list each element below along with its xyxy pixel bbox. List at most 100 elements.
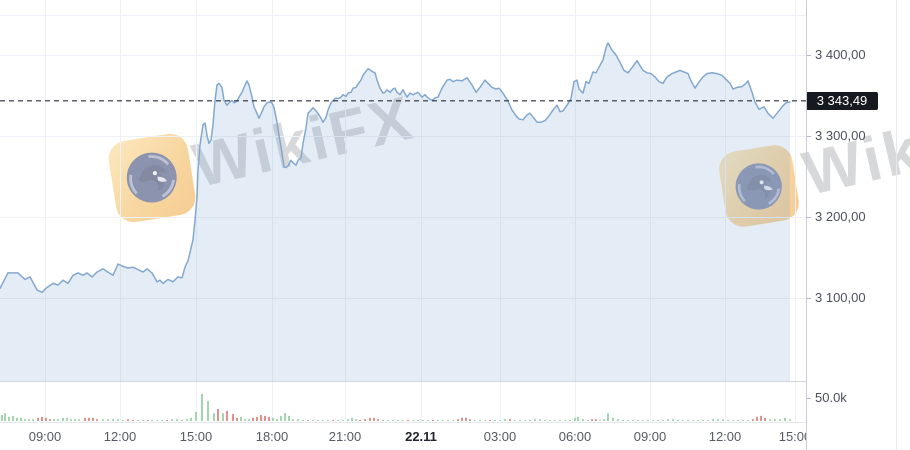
volume-bar xyxy=(732,420,734,421)
price-tick xyxy=(806,136,811,137)
volume-bar xyxy=(529,420,531,421)
volume-bar xyxy=(20,417,22,421)
volume-bar xyxy=(1,415,3,421)
volume-bar xyxy=(672,419,674,421)
volume-bar xyxy=(288,415,290,421)
time-label: 09:00 xyxy=(633,429,667,444)
volume-bar xyxy=(244,419,246,421)
volume-bar xyxy=(337,420,339,421)
volume-bar xyxy=(697,420,699,421)
volume-bar xyxy=(417,420,419,421)
volume-bar xyxy=(494,420,496,421)
volume-bar xyxy=(591,419,593,421)
volume-bar xyxy=(156,420,158,421)
volume-bar xyxy=(213,413,215,421)
volume-bar xyxy=(92,417,94,421)
price-scale[interactable]: 3 400,00 3 300,00 3 200,00 3 100,00 50.0k 3 3… xyxy=(806,0,910,450)
volume-bar xyxy=(207,401,209,421)
volume-bar xyxy=(587,420,589,421)
volume-bar xyxy=(284,413,286,421)
volume-bar xyxy=(62,417,64,421)
volume-bar xyxy=(632,420,634,421)
volume-bar xyxy=(657,420,659,421)
volume-bar xyxy=(712,419,714,421)
volume-bar xyxy=(78,419,80,421)
volume-bar xyxy=(297,419,299,421)
volume-bar xyxy=(161,420,163,421)
volume-bar xyxy=(292,419,294,421)
time-label: 12:00 xyxy=(708,429,742,444)
volume-bar xyxy=(217,409,219,421)
volume-bar xyxy=(96,419,98,421)
volume-bar xyxy=(151,420,153,421)
volume-bar xyxy=(127,419,129,421)
volume-bar xyxy=(327,420,329,421)
price-area-chart[interactable] xyxy=(0,0,806,450)
volume-bar xyxy=(756,416,758,421)
time-label: 18:00 xyxy=(255,429,289,444)
volume-bar xyxy=(16,417,18,421)
volume-bar xyxy=(45,417,47,421)
volume-bar xyxy=(707,420,709,421)
volume-bar xyxy=(549,420,551,421)
volume-bar xyxy=(647,420,649,421)
volume-bar xyxy=(447,420,449,421)
wikifx-logo xyxy=(716,142,802,230)
volume-bar xyxy=(268,416,270,421)
volume-bar xyxy=(752,419,754,421)
volume-bar xyxy=(427,420,429,421)
volume-bar xyxy=(702,420,704,421)
wikifx-logo xyxy=(106,131,198,225)
volume-bar xyxy=(682,420,684,421)
volume-bar xyxy=(342,420,344,421)
time-label: 03:00 xyxy=(483,429,517,444)
volume-bar xyxy=(351,417,353,421)
volume-bar xyxy=(32,419,34,421)
volume-bar xyxy=(514,420,516,421)
volume-bar xyxy=(252,417,254,421)
volume-bar xyxy=(112,419,114,421)
volume-bar xyxy=(53,419,55,421)
volume-bar xyxy=(727,420,729,421)
volume-bar xyxy=(359,420,361,421)
volume-bar xyxy=(226,410,228,421)
volume-bar xyxy=(559,420,561,421)
volume-bar xyxy=(569,420,571,421)
price-line xyxy=(0,42,791,294)
time-label: 09:00 xyxy=(28,429,62,444)
volume-bar xyxy=(534,419,536,421)
volume-bar xyxy=(687,420,689,421)
volume-bar xyxy=(84,417,86,421)
volume-bar xyxy=(524,420,526,421)
price-tick xyxy=(806,217,811,218)
volume-bar xyxy=(437,420,439,421)
volume-bar xyxy=(407,420,409,421)
volume-bar xyxy=(102,419,104,421)
volume-bar xyxy=(677,420,679,421)
volume-bar xyxy=(554,420,556,421)
volume-bar xyxy=(582,419,584,421)
volume-bar xyxy=(642,420,644,421)
volume-bar xyxy=(737,420,739,421)
wikifx-eagle-icon xyxy=(127,153,177,203)
volume-bar xyxy=(181,420,183,421)
volume-bar xyxy=(256,416,258,421)
time-label: 15:00 xyxy=(778,429,806,444)
volume-bar xyxy=(166,420,168,421)
volume-bar xyxy=(599,420,601,421)
volume-bar xyxy=(272,417,274,421)
volume-bar xyxy=(622,420,624,421)
volume-bar xyxy=(789,419,791,421)
volume-bar xyxy=(747,420,749,421)
volume-bar xyxy=(49,419,51,421)
volume-bar xyxy=(469,419,471,421)
volume-bar xyxy=(37,417,39,421)
volume-bar xyxy=(717,419,719,421)
volume-bar xyxy=(544,420,546,421)
time-axis[interactable]: 09:00 12:00 15:00 18:00 21:00 22.11 03:00 06:00… xyxy=(0,422,806,450)
time-label: 06:00 xyxy=(558,429,592,444)
volume-bar xyxy=(57,419,59,421)
widget-right-border xyxy=(896,0,897,450)
volume-bar xyxy=(432,420,434,421)
